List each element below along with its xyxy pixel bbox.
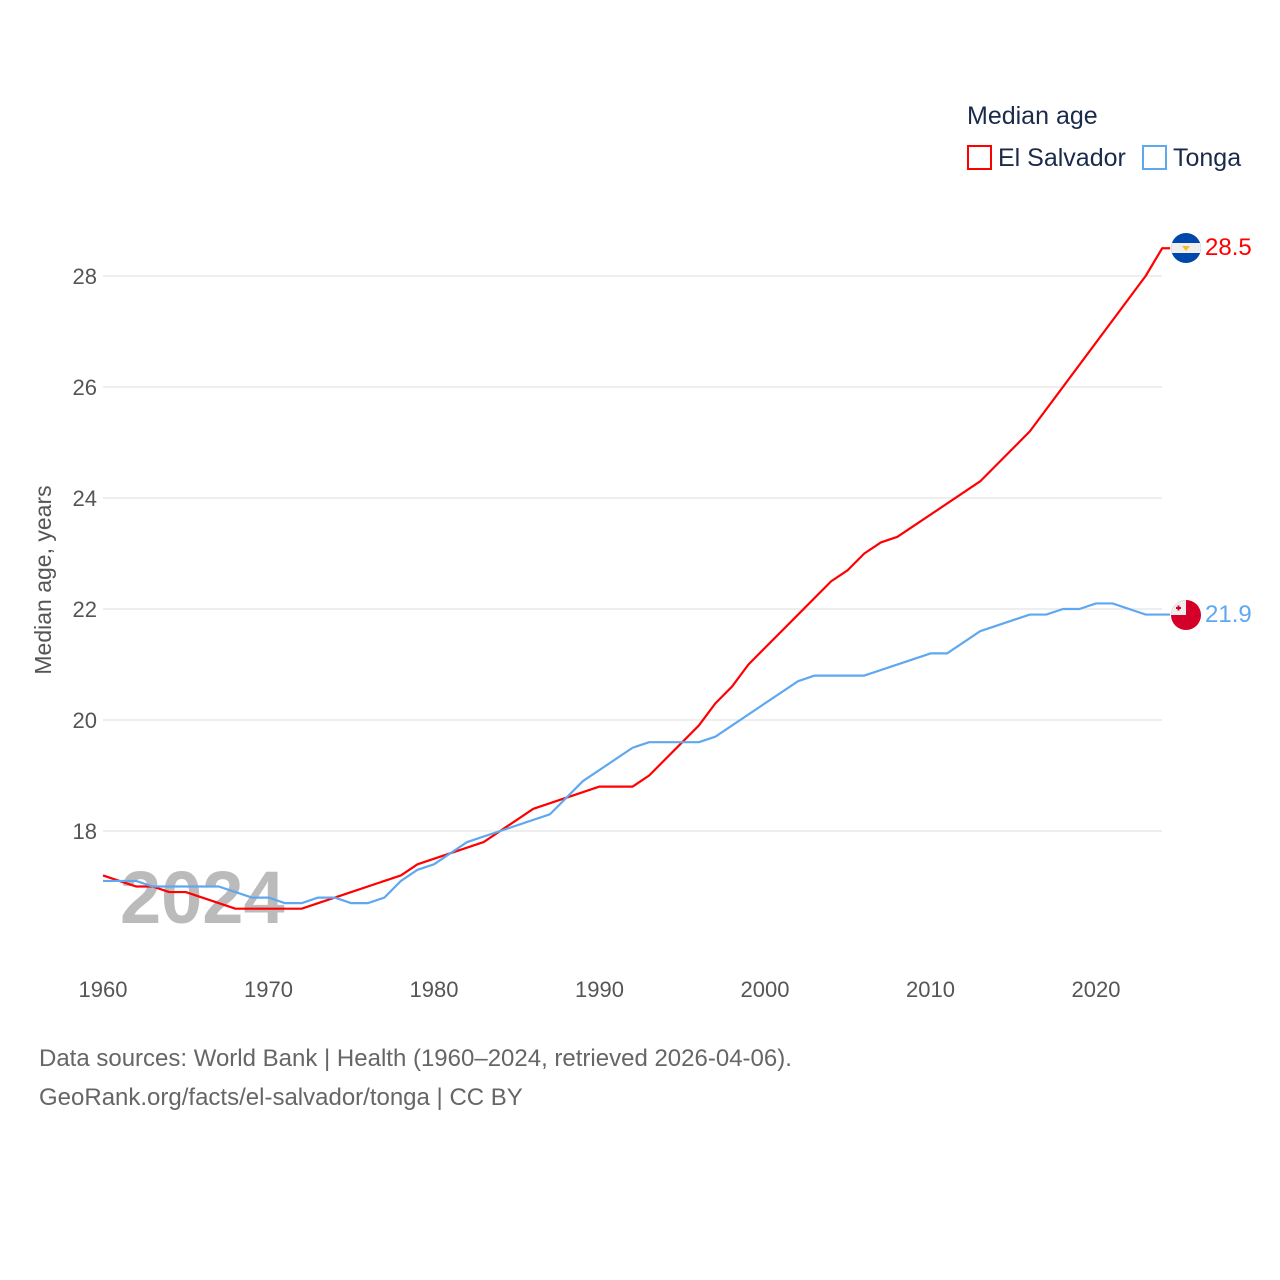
x-tick-label: 2020 (1072, 977, 1121, 1002)
x-tick-label: 2000 (741, 977, 790, 1002)
y-tick-label: 26 (73, 375, 97, 400)
footer-sources: Data sources: World Bank | Health (1960–… (39, 1045, 792, 1072)
y-tick-label: 28 (73, 264, 97, 289)
series-line-tonga (103, 602, 1171, 905)
y-tick-label: 24 (73, 486, 97, 511)
x-tick-label: 1980 (410, 977, 459, 1002)
end-label-el-salvador: 28.5 (1205, 234, 1252, 261)
legend-label-el-salvador[interactable]: El Salvador (998, 144, 1126, 172)
legend-label-tonga[interactable]: Tonga (1173, 144, 1241, 172)
y-tick-label: 20 (73, 708, 97, 733)
x-tick-label: 1970 (244, 977, 293, 1002)
line-chart: 18 20 22 24 26 28 1960 1970 1980 1990 2000 2010 2020… (30, 102, 1252, 1002)
x-tick-label: 2010 (906, 977, 955, 1002)
el-salvador-flag-icon (1171, 233, 1201, 263)
end-label-tonga: 21.9 (1205, 601, 1252, 628)
x-tick-label: 1990 (575, 977, 624, 1002)
footer-link[interactable]: GeoRank.org/facts/el-salvador/tonga | CC… (39, 1084, 523, 1111)
x-tick-label: 1960 (79, 977, 128, 1002)
legend-title: Median age (967, 102, 1098, 130)
series-line-el-salvador (102, 247, 1171, 910)
y-axis-label: Median age, years (30, 485, 56, 674)
y-tick-label: 18 (73, 819, 97, 844)
legend-swatch-el-salvador[interactable] (967, 145, 992, 170)
y-tick-label: 22 (73, 597, 97, 622)
tonga-flag-icon (1171, 600, 1201, 630)
legend-swatch-tonga[interactable] (1142, 145, 1167, 170)
